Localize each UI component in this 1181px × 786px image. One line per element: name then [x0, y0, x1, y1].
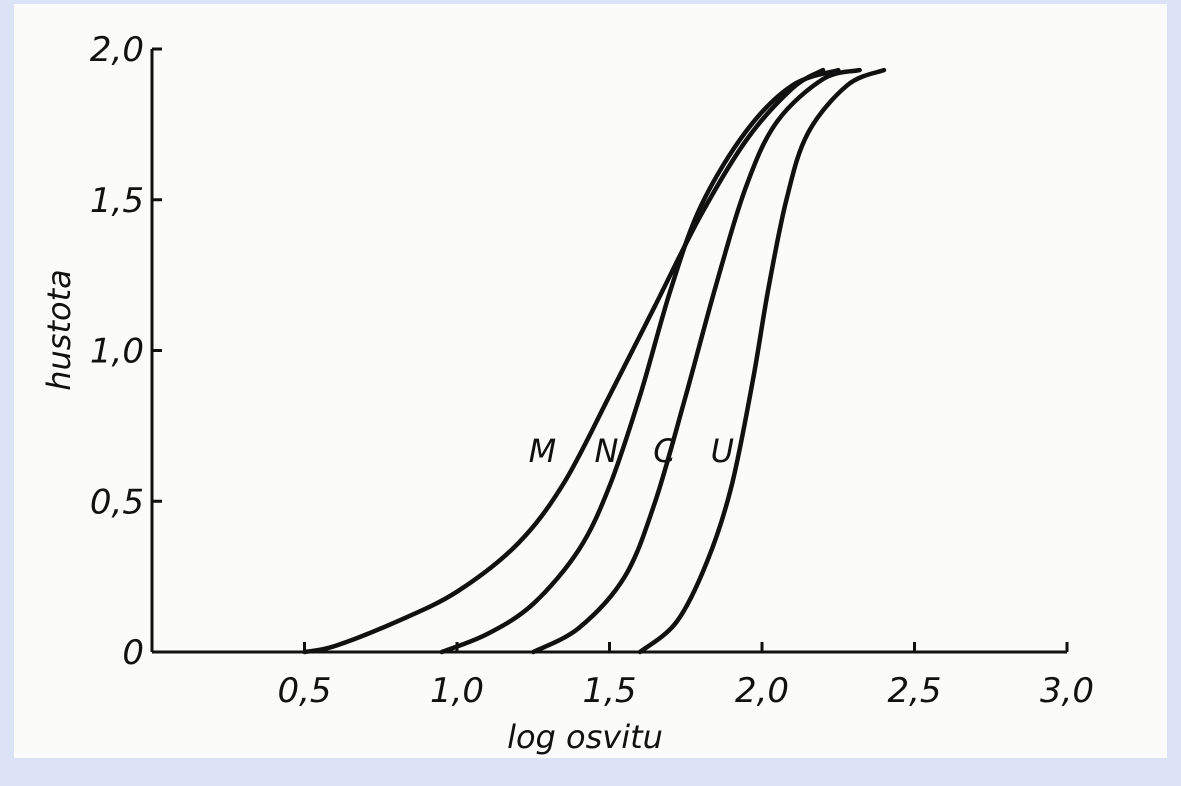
- x-tick-label: 1,0: [430, 671, 484, 711]
- x-tick-label: 2,5: [887, 671, 941, 711]
- curve-label-n: N: [594, 432, 618, 470]
- curves: [302, 67, 887, 655]
- y-tick-label: 1,0: [90, 332, 144, 372]
- y-ticks: 0 0,5 1,0 1,5 2,0: [90, 30, 162, 673]
- x-tick-label: 1,5: [582, 671, 636, 711]
- x-ticks: 0,5 1,0 1,5 2,0 2,5 3,0: [277, 642, 1094, 711]
- y-tick-label: 2,0: [90, 30, 144, 70]
- figure-paper: [14, 4, 1167, 758]
- curve-n: [439, 67, 841, 655]
- curve-c: [531, 67, 862, 655]
- curve-label-m: M: [529, 432, 557, 470]
- x-axis-title: log osvitu: [507, 718, 663, 756]
- curve-label-c: C: [653, 432, 676, 470]
- y-tick-label: 0: [122, 633, 144, 673]
- axes: [150, 49, 1067, 654]
- x-tick-label: 0,5: [277, 671, 331, 711]
- curve-label-u: U: [711, 432, 734, 470]
- x-tick-label: 2,0: [735, 671, 789, 711]
- curve-m: [302, 67, 826, 655]
- x-tick-label: 3,0: [1040, 671, 1094, 711]
- y-axis-title: hustota: [40, 269, 78, 391]
- y-tick-label: 1,5: [90, 181, 144, 221]
- y-tick-label: 0,5: [90, 482, 144, 522]
- curve-u: [637, 67, 887, 655]
